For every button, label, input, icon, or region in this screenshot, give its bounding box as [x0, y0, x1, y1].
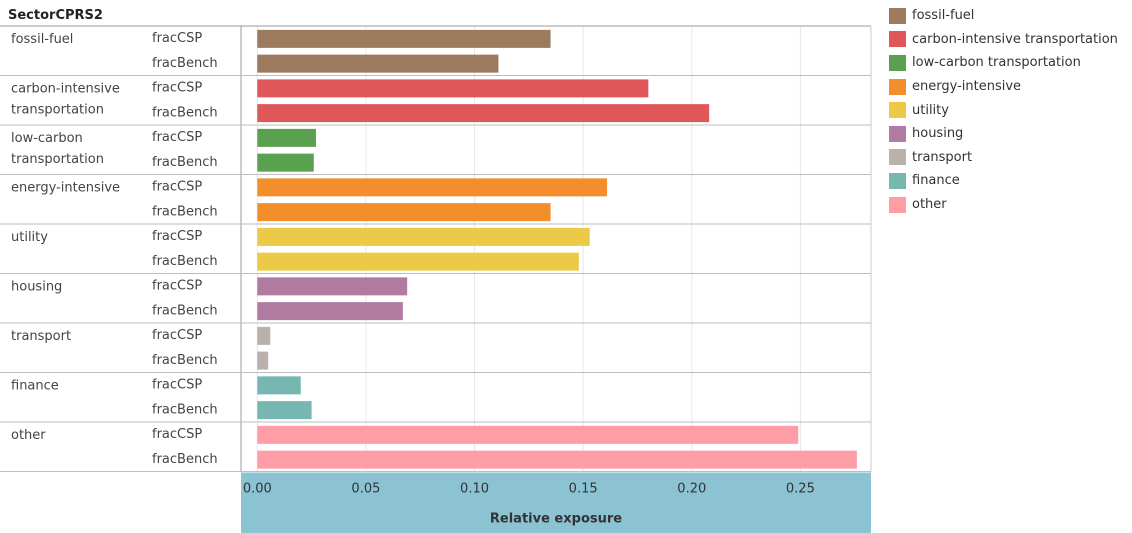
measure-label: fracBench — [152, 452, 218, 467]
bar — [257, 425, 799, 444]
x-tick-label: 0.15 — [569, 482, 598, 497]
bar — [257, 376, 301, 395]
legend-item[interactable]: carbon-intensive transportation — [889, 28, 1118, 52]
measure-label: fracCSP — [152, 229, 202, 244]
legend-swatch — [889, 102, 906, 119]
legend-swatch — [889, 196, 906, 213]
x-axis-title: Relative exposure — [490, 512, 622, 527]
legend-item[interactable]: finance — [889, 169, 1118, 193]
category-label: other — [11, 428, 46, 443]
category-label: transportation — [11, 152, 104, 167]
measure-label: fracCSP — [152, 130, 202, 145]
bar — [257, 178, 608, 197]
x-tick-label: 0.00 — [243, 482, 272, 497]
bar — [257, 302, 403, 321]
legend-swatch — [889, 78, 906, 95]
row-header: SectorCPRS2 — [8, 8, 103, 23]
category-label: carbon-intensive — [11, 82, 120, 97]
measure-label: fracCSP — [152, 427, 202, 442]
legend-item[interactable]: transport — [889, 146, 1118, 170]
bar — [257, 29, 551, 48]
category-label: transport — [11, 329, 71, 344]
measure-label: fracBench — [152, 254, 218, 269]
legend-swatch — [889, 7, 906, 24]
category-label: housing — [11, 280, 62, 295]
legend-swatch — [889, 31, 906, 48]
category-label: low-carbon — [11, 131, 83, 146]
measure-label: fracCSP — [152, 31, 202, 46]
legend-label: low-carbon transportation — [912, 55, 1081, 71]
measure-label: fracBench — [152, 105, 218, 120]
legend-label: other — [912, 197, 947, 213]
measure-label: fracCSP — [152, 180, 202, 195]
x-tick-label: 0.20 — [677, 482, 706, 497]
legend-label: fossil-fuel — [912, 8, 975, 24]
legend-item[interactable]: low-carbon transportation — [889, 51, 1118, 75]
measure-label: fracBench — [152, 56, 218, 71]
measure-label: fracBench — [152, 402, 218, 417]
measure-label: fracCSP — [152, 81, 202, 96]
legend-swatch — [889, 172, 906, 189]
legend-swatch — [889, 149, 906, 166]
legend-swatch — [889, 54, 906, 71]
measure-label: fracBench — [152, 303, 218, 318]
bar — [257, 128, 316, 147]
bar — [257, 203, 551, 222]
legend-swatch — [889, 125, 906, 142]
legend-item[interactable]: housing — [889, 122, 1118, 146]
legend-label: carbon-intensive transportation — [912, 31, 1118, 47]
bar — [257, 351, 269, 370]
bar — [257, 401, 312, 420]
legend-label: finance — [912, 173, 960, 189]
bar — [257, 450, 857, 469]
legend-label: energy-intensive — [912, 79, 1022, 95]
legend-item[interactable]: utility — [889, 98, 1118, 122]
bar — [257, 326, 271, 345]
measure-label: fracCSP — [152, 279, 202, 294]
x-tick-label: 0.25 — [786, 482, 815, 497]
measure-label: fracBench — [152, 353, 218, 368]
legend-item[interactable]: energy-intensive — [889, 75, 1118, 99]
category-label: energy-intensive — [11, 181, 120, 196]
bar — [257, 79, 649, 98]
measure-label: fracBench — [152, 155, 218, 170]
x-axis-band — [241, 472, 871, 533]
category-label: finance — [11, 379, 59, 394]
legend-item[interactable]: other — [889, 193, 1118, 217]
bar — [257, 54, 499, 73]
chart: SectorCPRS2 fossil-fuel fracCSP fracBench ca… — [0, 8, 872, 533]
bar — [257, 252, 579, 271]
x-tick-label: 0.05 — [351, 482, 380, 497]
measure-label: fracCSP — [152, 328, 202, 343]
legend-label: housing — [912, 126, 964, 142]
bar — [257, 277, 408, 296]
bar — [257, 153, 314, 172]
x-tick-label: 0.10 — [460, 482, 489, 497]
bar — [257, 104, 710, 123]
legend: fossil-fuel carbon-intensive transportati… — [889, 4, 1118, 216]
legend-label: utility — [912, 102, 949, 118]
measure-label: fracCSP — [152, 378, 202, 393]
bar — [257, 227, 590, 246]
legend-label: transport — [912, 149, 973, 165]
legend-item[interactable]: fossil-fuel — [889, 4, 1118, 28]
category-label: transportation — [11, 103, 104, 118]
measure-label: fracBench — [152, 204, 218, 219]
category-label: utility — [11, 230, 48, 245]
category-label: fossil-fuel — [11, 32, 73, 47]
